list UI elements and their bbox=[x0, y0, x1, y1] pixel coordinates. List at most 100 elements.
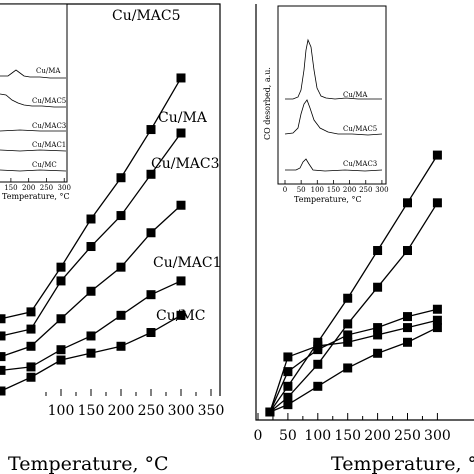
right-inset-x-label: Temperature, °C bbox=[294, 195, 362, 204]
right-point-2-50 bbox=[283, 392, 293, 402]
left-x-axis: 100 150 200 250 300 350 bbox=[45, 389, 225, 419]
left-inset-trace-cu-mac5 bbox=[0, 93, 66, 108]
right-inset-trace-cu-mac5 bbox=[284, 99, 383, 136]
right-inset-x-ticks: 0 50 100 150 200 250 300 bbox=[283, 180, 389, 194]
right-point-1-250 bbox=[403, 198, 412, 208]
right-inset-trace-cu-ma bbox=[285, 38, 382, 100]
left-point-cu-mc-250 bbox=[146, 328, 156, 338]
right-point-5-20 bbox=[265, 407, 275, 417]
left-point-cu-mac1-250 bbox=[146, 290, 156, 300]
right-point-5-250 bbox=[403, 337, 412, 347]
right-x-tick-label-200: 200 bbox=[364, 428, 391, 444]
right-point-5-50 bbox=[283, 400, 293, 410]
right-plot-frame bbox=[255, 4, 474, 421]
right-point-2-200 bbox=[373, 282, 383, 292]
left-plot-frame bbox=[0, 3, 221, 396]
left-x-tick-label-200: 200 bbox=[108, 403, 135, 419]
left-inset-x-tick-label-300: 300 bbox=[58, 184, 71, 192]
right-inset-x-tick-label-0: 0 bbox=[283, 186, 287, 194]
left-series-group bbox=[0, 73, 186, 396]
left-point-cu-mc-100 bbox=[56, 355, 66, 365]
right-x-tick-label-100: 100 bbox=[304, 428, 331, 444]
left-point-cu-mac3-50 bbox=[26, 341, 36, 351]
right-x-axis: 0 50 100 150 200 250 300 bbox=[254, 413, 451, 444]
left-x-tick-label-350: 350 bbox=[198, 403, 225, 419]
right-inset-y-label: CO desorbed, a.u. bbox=[263, 67, 272, 140]
left-inset-x-tick-label-250: 250 bbox=[40, 184, 53, 192]
right-point-4-50 bbox=[283, 367, 293, 377]
left-inset: Cu/MA Cu/MAC5 Cu/MAC3 Cu/MAC1 Cu/MC 150 2… bbox=[0, 3, 71, 201]
left-series-label-cu-ma: Cu/MA bbox=[158, 110, 208, 126]
right-inset-label-cu-ma: Cu/MA bbox=[343, 91, 368, 99]
left-x-tick-label-250: 250 bbox=[138, 403, 165, 419]
right-point-5-200 bbox=[373, 348, 383, 358]
right-inset: Cu/MA Cu/MAC5 Cu/MAC3 0 50 100 150 200 250 300… bbox=[263, 5, 389, 204]
left-point-cu-mac1-100 bbox=[56, 345, 66, 355]
left-point-cu-mac3-0 bbox=[0, 352, 6, 362]
right-point-2-250 bbox=[403, 246, 412, 256]
right-point-4-200 bbox=[373, 323, 383, 333]
right-point-3-250 bbox=[403, 323, 412, 333]
left-point-cu-mac3-200 bbox=[116, 262, 126, 272]
left-point-cu-mac5-150 bbox=[86, 214, 96, 224]
left-point-cu-mac5-300 bbox=[176, 73, 186, 83]
left-point-cu-mc-50 bbox=[26, 372, 36, 382]
left-point-cu-mc-200 bbox=[116, 341, 126, 351]
left-x-tick-label-300: 300 bbox=[168, 403, 195, 419]
right-series-group bbox=[265, 150, 442, 417]
left-point-cu-ma-150 bbox=[86, 242, 96, 252]
left-point-cu-mc-0 bbox=[0, 386, 6, 396]
left-point-cu-mac5-200 bbox=[116, 173, 126, 183]
left-inset-trace-cu-mac1 bbox=[0, 149, 67, 152]
right-inset-label-cu-mac3: Cu/MAC3 bbox=[343, 160, 377, 168]
right-inset-frame bbox=[277, 5, 387, 185]
left-point-cu-mac3-300 bbox=[176, 200, 186, 210]
right-point-5-300 bbox=[432, 323, 442, 333]
right-point-3-50 bbox=[283, 352, 293, 362]
left-point-cu-ma-250 bbox=[146, 169, 156, 179]
right-point-1-50 bbox=[283, 381, 293, 391]
left-point-cu-mac3-150 bbox=[86, 286, 96, 296]
left-point-cu-mac5-250 bbox=[146, 125, 156, 135]
left-point-cu-mac5-0 bbox=[0, 314, 6, 324]
right-x-tick-label-50: 50 bbox=[279, 428, 297, 444]
left-point-cu-mac1-150 bbox=[86, 331, 96, 341]
right-inset-x-tick-label-100: 100 bbox=[311, 186, 324, 194]
right-point-3-300 bbox=[432, 315, 442, 325]
left-inset-label-cu-mac1: Cu/MAC1 bbox=[32, 141, 66, 149]
left-series-label-cu-mc: Cu/MC bbox=[156, 308, 206, 324]
right-series-line-4 bbox=[269, 308, 438, 413]
right-point-5-150 bbox=[343, 363, 353, 373]
left-inset-x-tick-label-200: 200 bbox=[22, 184, 35, 192]
right-x-tick-label-300: 300 bbox=[424, 428, 451, 444]
left-inset-label-cu-mac3: Cu/MAC3 bbox=[32, 122, 66, 130]
left-point-cu-mac3-100 bbox=[56, 314, 66, 324]
left-point-cu-mac1-200 bbox=[116, 310, 126, 320]
right-inset-x-tick-label-200: 200 bbox=[343, 186, 356, 194]
right-point-4-300 bbox=[432, 304, 442, 314]
left-point-cu-ma-0 bbox=[0, 331, 6, 341]
left-point-cu-ma-200 bbox=[116, 211, 126, 221]
left-inset-trace-cu-mac3 bbox=[0, 129, 66, 132]
left-inset-x-label: Temperature, °C bbox=[2, 192, 70, 201]
right-point-3-150 bbox=[343, 337, 353, 347]
right-point-4-150 bbox=[343, 330, 353, 340]
left-point-cu-mc-150 bbox=[86, 348, 96, 358]
right-inset-trace-cu-mac3 bbox=[285, 158, 383, 172]
right-point-1-200 bbox=[373, 246, 383, 256]
right-inset-x-tick-label-150: 150 bbox=[327, 186, 340, 194]
right-x-tick-label-150: 150 bbox=[334, 428, 361, 444]
left-x-axis-label: Temperature, °C bbox=[8, 453, 169, 474]
left-inset-label-cu-mac5: Cu/MAC5 bbox=[32, 97, 66, 105]
right-x-axis-label: Temperature, °C bbox=[331, 453, 474, 474]
left-inset-label-cu-ma: Cu/MA bbox=[36, 67, 61, 75]
right-inset-x-tick-label-250: 250 bbox=[359, 186, 372, 194]
right-inset-x-tick-label-50: 50 bbox=[297, 186, 306, 194]
left-chart: 100 150 200 250 300 350 Cu/MAC5Cu/MACu/MAC3Cu… bbox=[0, 3, 225, 474]
left-point-cu-mac1-300 bbox=[176, 276, 186, 286]
right-point-2-100 bbox=[313, 359, 323, 369]
left-inset-frame bbox=[0, 3, 68, 183]
right-point-4-100 bbox=[313, 345, 323, 355]
